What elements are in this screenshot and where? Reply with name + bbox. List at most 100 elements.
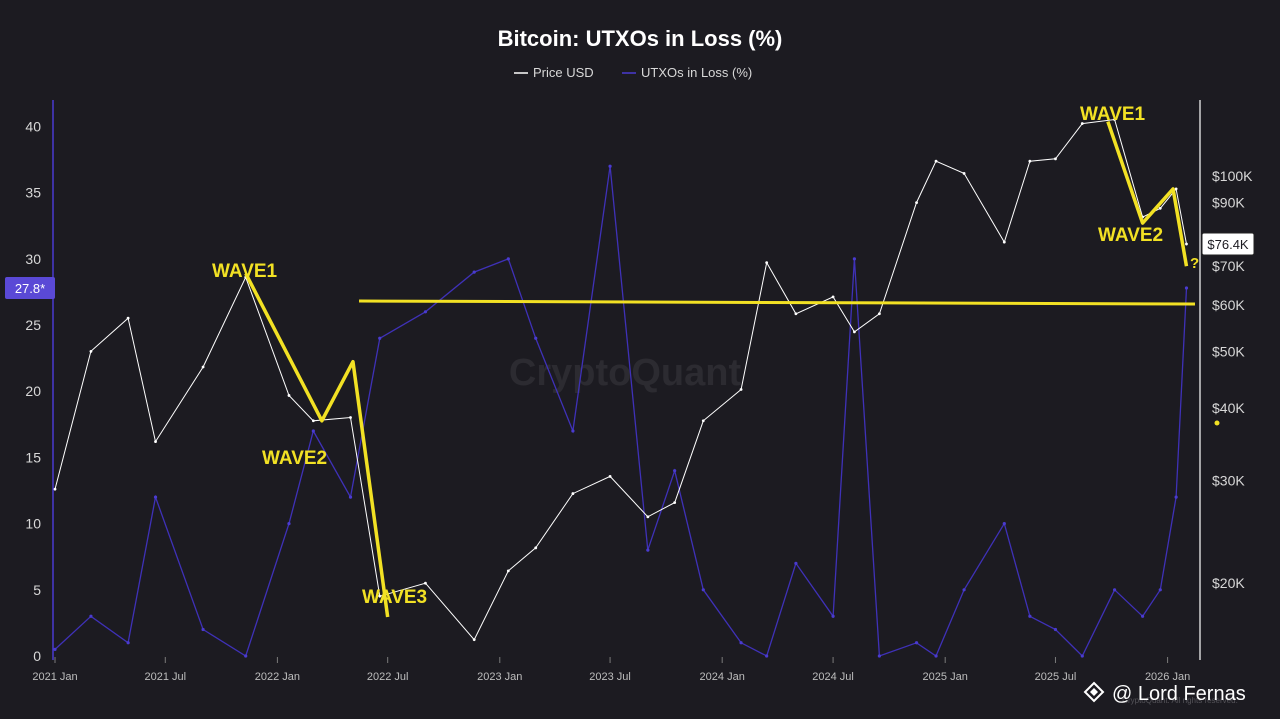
credit-badge: @ Lord Fernas <box>1083 681 1246 705</box>
right-tick-label: $40K <box>1212 400 1245 416</box>
price-data-point <box>1080 122 1084 125</box>
utxo-data-point <box>89 614 93 618</box>
left-tick-label: 10 <box>25 516 41 532</box>
wave1-label-2021: WAVE1 <box>212 261 278 282</box>
right-tick-label: $50K <box>1212 343 1245 359</box>
wave1-label-2025: WAVE1 <box>1080 104 1146 125</box>
price-data-point <box>877 312 881 316</box>
wave-lines-2025 <box>1106 120 1189 267</box>
legend-label-price[interactable]: Price USD <box>533 65 594 80</box>
left-tick-label: 35 <box>25 185 41 201</box>
left-tick-label: 0 <box>33 648 41 664</box>
price-data-point <box>154 440 157 443</box>
chart-title: Bitcoin: UTXOs in Loss (%) <box>498 26 783 51</box>
right-axis-ticks: $20K $30K $40K $50K $60K $70K $90K $100K <box>1212 168 1253 591</box>
price-data-point <box>608 475 612 478</box>
price-data-point <box>765 261 769 265</box>
price-data-point <box>201 365 205 369</box>
price-data-point <box>424 581 427 585</box>
utxo-data-point <box>877 654 881 658</box>
left-tick-label: 30 <box>25 251 41 267</box>
left-tick-label: 5 <box>33 582 41 598</box>
credit-text: @ Lord Fernas <box>1112 683 1246 705</box>
price-data-point <box>534 546 538 550</box>
utxo-data-point <box>673 469 677 473</box>
x-tick-label: 2023 Jul <box>589 671 631 683</box>
legend[interactable]: Price USD UTXOs in Loss (%) <box>514 65 752 80</box>
x-tick-label: 2024 Jul <box>812 671 854 683</box>
utxo-data-point <box>153 495 158 499</box>
x-tick-label: 2024 Jan <box>700 671 745 683</box>
utxo-data-point <box>831 614 835 618</box>
x-tick-label: 2021 Jul <box>144 671 186 683</box>
utxo-data-point <box>1158 588 1162 592</box>
price-data-point <box>1054 157 1057 161</box>
left-tick-label: 40 <box>25 118 41 134</box>
utxo-data-point <box>311 429 315 433</box>
price-data-point <box>1174 187 1178 191</box>
utxo-data-point <box>1174 495 1178 499</box>
utxo-data-point <box>852 257 857 261</box>
price-data-point <box>571 492 575 495</box>
right-tick-label: $20K <box>1212 575 1245 591</box>
utxo-in-loss-series-line <box>54 166 1188 658</box>
price-data-point <box>287 394 291 397</box>
price-data-point <box>126 316 130 320</box>
wave-lines-2022 <box>244 272 390 618</box>
legend-label-utxo[interactable]: UTXOs in Loss (%) <box>641 65 752 80</box>
utxo-data-point <box>1002 522 1006 526</box>
binance-logo-icon <box>1083 681 1105 703</box>
watermark-text: CryptoQuant <box>509 352 742 394</box>
utxo-data-point <box>765 654 769 658</box>
x-axis-ticks: 2021 Jan 2021 Jul 2022 Jan 2022 Jul 2023 Jan… <box>32 657 1190 683</box>
x-tick-label: 2022 Jan <box>255 671 300 683</box>
utxo-data-point <box>1080 654 1084 658</box>
support-line-60k <box>359 299 1196 306</box>
right-tick-label: $100K <box>1212 168 1253 184</box>
left-tick-label: 15 <box>25 449 41 465</box>
price-data-point <box>378 594 382 598</box>
utxo-data-point <box>1141 614 1145 618</box>
utxo-data-point <box>1184 286 1189 290</box>
utxo-data-point <box>126 641 130 645</box>
price-data-point <box>1185 242 1188 246</box>
right-tick-label: $30K <box>1212 473 1245 489</box>
left-current-value-badge: 27.8* <box>5 276 55 299</box>
price-data-point <box>1113 118 1116 121</box>
utxo-data-point <box>962 588 966 592</box>
utxo-data-point <box>1028 614 1032 618</box>
left-axis-ticks: 0 5 10 15 20 25 30 35 40 <box>25 118 41 664</box>
x-tick-label: 2022 Jul <box>367 671 409 683</box>
utxo-data-point <box>287 522 291 526</box>
utxo-data-point <box>571 429 575 433</box>
wave2-label-2022: WAVE2 <box>262 448 327 469</box>
price-data-point <box>673 501 677 505</box>
wave3-label-2022: WAVE3 <box>362 587 427 608</box>
price-data-point <box>794 312 798 316</box>
right-tick-label: $70K <box>1212 258 1245 274</box>
utxo-data-point <box>914 641 919 645</box>
right-current-value-badge: $76.4K <box>1201 232 1255 256</box>
binance-logo-center-icon <box>1090 688 1098 696</box>
data-point-markers <box>53 118 1189 658</box>
price-data-point <box>646 515 650 519</box>
utxo-data-point <box>201 627 205 632</box>
utxo-data-point <box>423 310 428 314</box>
x-tick-label: 2023 Jan <box>477 671 522 683</box>
x-tick-label: 2025 Jan <box>923 671 968 683</box>
price-data-point <box>1158 206 1162 210</box>
price-data-point <box>1028 159 1032 163</box>
price-data-point <box>853 330 856 334</box>
utxo-data-point <box>378 336 382 340</box>
left-tick-label: 25 <box>25 317 41 333</box>
price-data-point <box>739 388 743 391</box>
left-current-value-label: 27.8* <box>15 281 45 296</box>
right-current-value-label: $76.4K <box>1207 237 1249 252</box>
small-watermark: CryptoQuant. All rights reserved. <box>1122 696 1238 705</box>
utxo-data-point <box>244 654 248 658</box>
utxo-data-point <box>534 336 538 340</box>
price-data-point <box>349 416 352 419</box>
price-data-point <box>89 349 93 353</box>
